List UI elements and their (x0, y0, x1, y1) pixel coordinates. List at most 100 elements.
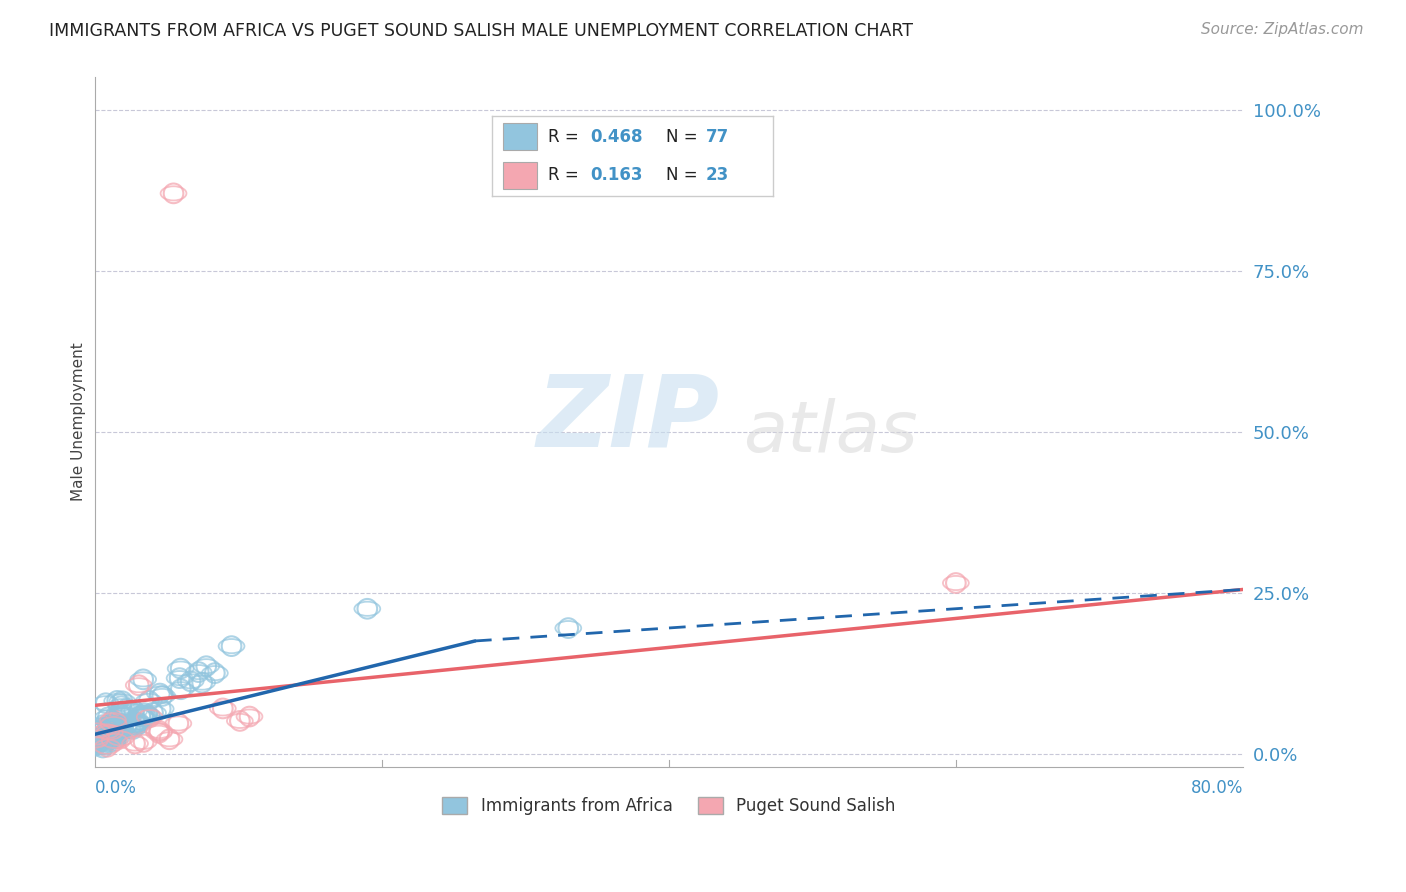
Point (557, 621, 579, 635)
Point (97, 731, 120, 745)
Point (100, 728, 122, 742)
Point (136, 708, 159, 723)
Point (125, 717, 148, 731)
Point (169, 671, 191, 685)
Point (90, 730, 112, 744)
Point (107, 726, 129, 740)
Point (110, 717, 132, 731)
Point (84, 733, 107, 747)
Point (148, 726, 170, 740)
Point (107, 721, 129, 735)
Point (94, 696, 117, 710)
Point (105, 720, 128, 734)
Text: N =: N = (666, 128, 703, 145)
Text: R =: R = (548, 128, 585, 145)
Point (91, 740, 114, 755)
Point (195, 659, 218, 673)
Point (128, 678, 150, 692)
Point (86, 723, 108, 738)
Text: ZIP: ZIP (537, 370, 720, 467)
Point (162, 186, 184, 201)
Point (93, 723, 115, 737)
Point (187, 665, 209, 679)
Point (89, 733, 111, 747)
Point (97, 710, 120, 724)
Point (84, 739, 107, 753)
Point (238, 709, 260, 723)
Point (150, 689, 173, 703)
Point (211, 701, 233, 715)
Point (134, 706, 156, 721)
Point (97, 718, 120, 732)
Point (103, 731, 125, 745)
Point (108, 720, 131, 734)
Text: Source: ZipAtlas.com: Source: ZipAtlas.com (1201, 22, 1364, 37)
Point (138, 694, 160, 708)
Point (111, 694, 134, 708)
Text: 0.0%: 0.0% (94, 780, 136, 797)
Point (122, 722, 145, 736)
Bar (503, 123, 537, 151)
Point (105, 731, 128, 746)
Point (132, 673, 155, 687)
Point (945, 576, 967, 591)
Point (103, 721, 125, 735)
Point (169, 662, 191, 676)
Point (103, 726, 125, 740)
Text: 77: 77 (706, 128, 730, 145)
Point (98, 731, 121, 745)
Point (105, 725, 128, 739)
Text: IMMIGRANTS FROM AFRICA VS PUGET SOUND SALISH MALE UNEMPLOYMENT CORRELATION CHART: IMMIGRANTS FROM AFRICA VS PUGET SOUND SA… (49, 22, 914, 40)
Point (86, 731, 108, 745)
Point (180, 674, 202, 689)
Point (149, 702, 172, 716)
Point (107, 716, 129, 731)
Point (356, 601, 378, 615)
Point (229, 714, 252, 728)
Text: 0.163: 0.163 (591, 167, 643, 185)
Point (86, 724, 108, 739)
Point (148, 724, 170, 739)
Point (149, 687, 172, 701)
Point (129, 709, 152, 723)
Text: 23: 23 (706, 167, 730, 185)
Point (103, 717, 125, 731)
Point (105, 694, 128, 708)
Point (104, 720, 127, 734)
Legend: Immigrants from Africa, Puget Sound Salish: Immigrants from Africa, Puget Sound Sali… (434, 789, 904, 823)
Text: R =: R = (548, 167, 585, 185)
Point (129, 709, 152, 723)
Point (93, 737, 115, 751)
Point (120, 720, 142, 734)
Point (103, 718, 125, 732)
Point (104, 734, 127, 748)
Point (96, 733, 118, 747)
Point (91, 718, 114, 732)
Point (204, 666, 226, 681)
Point (110, 699, 132, 714)
Point (87, 735, 110, 749)
Point (96, 724, 118, 739)
Point (132, 735, 155, 749)
Point (110, 708, 132, 723)
Point (86, 735, 108, 749)
Point (86, 735, 108, 749)
Point (142, 706, 165, 720)
Point (100, 717, 122, 731)
Text: atlas: atlas (744, 398, 918, 467)
Point (100, 725, 122, 739)
Point (114, 707, 136, 722)
Point (124, 737, 146, 751)
Text: 0.468: 0.468 (591, 128, 643, 145)
Point (89, 721, 111, 735)
Point (191, 675, 214, 690)
Point (159, 732, 181, 747)
Point (108, 706, 131, 721)
Point (105, 727, 128, 741)
Point (167, 716, 190, 731)
Bar (503, 161, 537, 189)
Point (132, 708, 155, 723)
Point (122, 704, 145, 718)
Point (138, 710, 160, 724)
Text: N =: N = (666, 167, 703, 185)
